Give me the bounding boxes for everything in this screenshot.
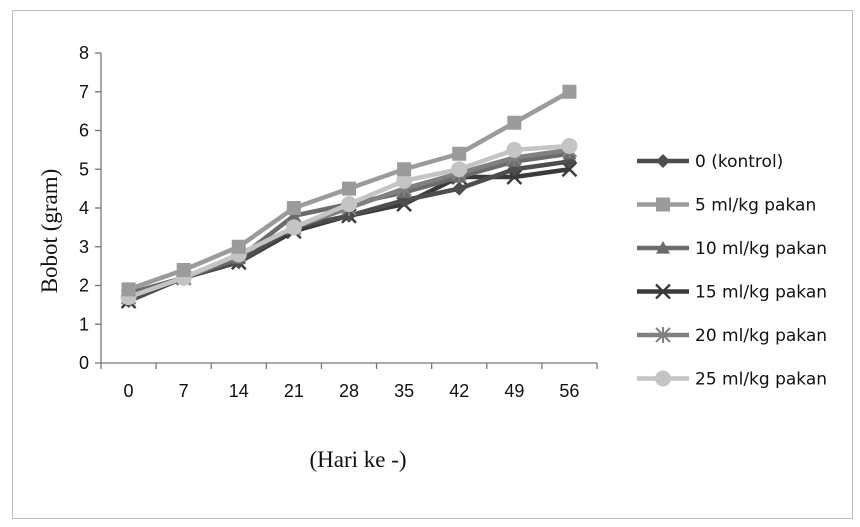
y-tick-label: 5	[79, 159, 89, 179]
x-tick-label: 14	[229, 381, 249, 401]
data-point	[562, 84, 577, 99]
x-tick-label: 49	[504, 381, 524, 401]
data-point	[121, 282, 136, 297]
y-tick-label: 0	[79, 353, 89, 373]
data-point	[285, 219, 302, 236]
data-point	[176, 263, 191, 277]
data-point	[507, 115, 522, 130]
data-point	[397, 162, 412, 177]
y-tick-label: 3	[79, 237, 89, 257]
data-point	[286, 201, 301, 215]
legend-label: 25 ml/kg pakan	[695, 370, 827, 390]
y-tick-label: 8	[79, 43, 89, 63]
x-tick-label: 7	[179, 381, 189, 401]
data-point	[451, 161, 468, 178]
legend-label: 0 (kontrol)	[695, 152, 783, 172]
y-tick-label: 4	[79, 198, 89, 218]
legend-swatch-marker	[655, 283, 671, 300]
y-tick-label: 7	[79, 82, 89, 102]
legend-item: 5 ml/kg pakan	[637, 196, 816, 216]
legend-item: 25 ml/kg pakan	[637, 370, 827, 390]
series-1	[121, 84, 577, 297]
data-point	[561, 138, 578, 154]
x-tick-label: 56	[559, 381, 579, 401]
data-point	[341, 196, 357, 213]
data-point	[561, 161, 578, 178]
x-tick-label: 35	[394, 381, 414, 401]
legend-item: 15 ml/kg pakan	[637, 283, 827, 303]
legend-label: 20 ml/kg pakan	[695, 326, 827, 346]
data-point	[452, 146, 467, 161]
y-tick-label: 2	[79, 276, 89, 296]
legend-item: 10 ml/kg pakan	[637, 239, 827, 259]
legend-label: 5 ml/kg pakan	[695, 196, 816, 216]
legend-label: 15 ml/kg pakan	[695, 283, 827, 303]
x-axis-title: (Hari ke -)	[309, 447, 406, 472]
data-point	[342, 181, 356, 196]
x-tick-label: 21	[284, 381, 304, 401]
legend-swatch-marker	[655, 370, 671, 387]
x-axis-ticks: 0 7 14 21 28 35 42 49 56	[124, 381, 580, 401]
axes	[95, 52, 598, 369]
y-tick-label: 1	[79, 314, 89, 334]
y-tick-label: 6	[79, 121, 89, 141]
series-layer	[120, 84, 578, 309]
legend-swatch-marker	[656, 241, 670, 254]
data-point	[506, 141, 523, 158]
data-point	[286, 208, 301, 222]
x-tick-label: 0	[124, 381, 134, 401]
legend: 0 (kontrol) 5 ml/kg pakan 10 ml/kg pakan 15…	[637, 152, 827, 390]
data-point	[231, 239, 246, 254]
legend-swatch-marker	[656, 197, 670, 212]
legend-item: 0 (kontrol)	[637, 152, 783, 172]
legend-label: 10 ml/kg pakan	[695, 239, 827, 259]
data-point	[452, 181, 467, 196]
legend-item: 20 ml/kg pakan	[637, 326, 827, 346]
legend-swatch-marker	[656, 154, 670, 168]
y-axis-title: Bobot (gram)	[37, 169, 62, 294]
legend-swatch-marker	[655, 327, 671, 343]
data-point	[396, 172, 413, 189]
x-tick-label: 28	[339, 381, 359, 401]
x-tick-label: 42	[449, 381, 469, 401]
y-axis-ticks: 0 1 2 3 4 5 6 7 8	[79, 43, 89, 373]
